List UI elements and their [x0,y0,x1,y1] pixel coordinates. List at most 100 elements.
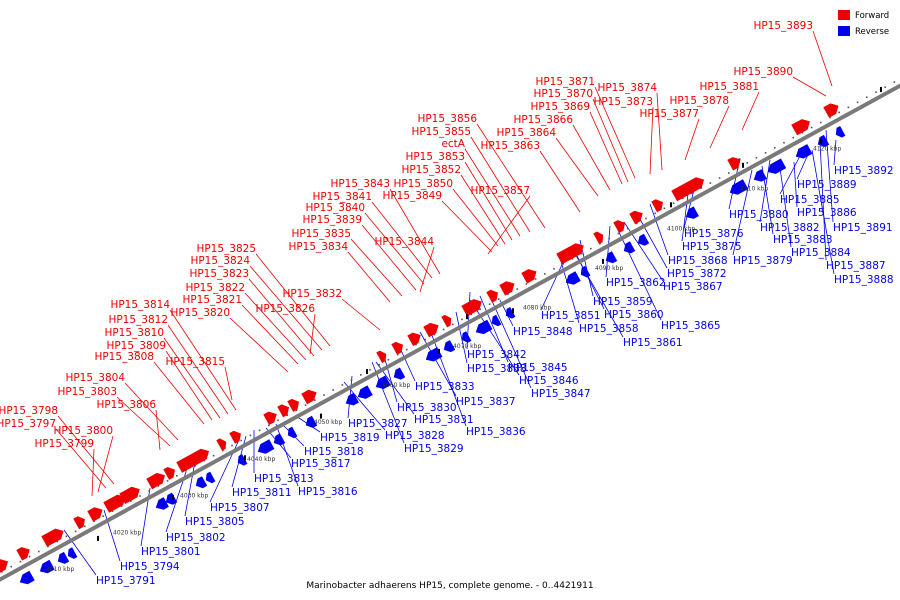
tick-label: 4070 kbp [453,343,481,350]
forward-leader [350,238,403,297]
minor-tick [56,540,58,543]
reverse-gene [835,126,846,138]
forward-gene [486,289,498,303]
minor-tick [544,273,546,275]
forward-leader [163,337,221,419]
minor-tick [102,515,104,517]
minor-tick [203,459,206,462]
pseudogene-mark [438,348,440,354]
forward-gene [87,507,103,522]
minor-tick [590,247,592,250]
reverse-gene-label: HP15_3833 [415,381,475,393]
reverse-gene-label: HP15_3845 [508,362,568,374]
reverse-leader [793,161,798,208]
minor-tick [829,116,831,119]
forward-gene-label: HP15_3878 [669,95,729,107]
reverse-gene-label: HP15_3876 [684,228,744,240]
reverse-gene-label: HP15_3847 [531,388,591,400]
pseudogene-mark [320,413,322,419]
forward-gene-label: HP15_3855 [411,126,471,138]
reverse-gene-label: HP15_3811 [232,487,292,499]
forward-gene-label: HP15_3820 [170,307,230,319]
reverse-gene-label: HP15_3880 [729,209,789,221]
forward-gene-label: HP15_3806 [96,399,156,411]
minor-tick [810,126,813,129]
tick-labels: 4010 kbp 4020 kbp 4030 kbp 4040 kbp 4050 kbp… [46,145,841,573]
reverse-leader [571,245,605,310]
reverse-gene-label: HP15_3858 [579,323,639,335]
forward-gene-label: HP15_3812 [108,314,168,326]
forward-gene-label: HP15_3832 [282,288,342,300]
minor-tick [387,358,390,361]
forward-gene [499,281,515,296]
minor-tick [820,121,822,124]
forward-gene [613,220,625,233]
minor-tick [185,469,187,472]
forward-gene-label: HP15_3870 [533,88,593,100]
forward-leader [155,409,161,451]
reverse-gene-label: HP15_3805 [185,516,245,528]
forward-gene [146,472,165,490]
forward-gene [423,322,439,338]
pseudogene-mark [366,369,368,375]
minor-tick [378,363,380,366]
reverse-gene-label: HP15_3791 [96,575,156,587]
minor-tick [783,141,785,144]
tick-label: 4020 kbp [113,529,141,536]
minor-tick [479,308,482,311]
forward-leader [709,105,730,149]
tick-label: 4100 kbp [667,225,695,232]
minor-tick [645,217,647,220]
forward-gene-label: HP15_3823 [189,268,249,280]
minor-tick [433,333,436,336]
forward-gene-label: HP15_3825 [196,243,256,255]
reverse-gene-label: HP15_3872 [667,268,727,280]
forward-leader [341,298,381,331]
forward-gene [301,389,317,405]
reverse-gene [155,497,169,510]
forward-gene [41,528,64,547]
gene-labels: HP15_3893HP15_3890HP15_3881HP15_3878HP15… [0,20,894,587]
minor-tick [249,434,252,437]
backbone-ticks [1,81,896,573]
reverse-leader [469,299,520,376]
minor-tick [507,293,509,295]
forward-gene-label: HP15_3797 [0,418,56,430]
reverse-leader [455,311,468,364]
reverse-gene-label: HP15_3807 [210,502,270,514]
reverse-gene [305,415,318,428]
reverse-gene-label: HP15_3861 [623,337,683,349]
reverse-gene-label: HP15_3817 [291,458,351,470]
forward-leader [55,428,107,489]
minor-tick [350,379,353,381]
forward-leader [441,200,493,253]
reverse-gene [237,454,248,466]
reverse-gene-label: HP15_3837 [456,396,516,408]
forward-gene-label: HP15_3815 [165,356,225,368]
minor-tick [323,394,325,396]
reverse-leader [635,211,668,269]
minor-tick [47,545,49,548]
forward-gene-label: HP15_3835 [291,228,351,240]
minor-tick [268,424,270,427]
reverse-gene-label: HP15_3794 [120,561,180,573]
minor-tick [332,389,334,391]
reverse-gene-label: HP15_3828 [385,430,445,442]
forward-gene [263,411,277,425]
forward-gene [671,177,704,202]
forward-leader [57,415,115,485]
forward-leader [248,278,315,357]
reverse-leader [573,251,624,338]
forward-gene [593,231,604,244]
reverse-leader [103,509,121,562]
pseudogene-mark [602,258,604,264]
forward-leader [229,317,289,373]
forward-leader [309,313,316,355]
minor-tick [774,146,776,149]
forward-gene-label: HP15_3849 [382,190,442,202]
pseudogene-mark [670,202,672,208]
pseudogene-mark [742,162,744,168]
tick-label: 4010 kbp [46,566,74,573]
reverse-gene-label: HP15_3875 [682,241,742,253]
reverse-gene-label: HP15_3886 [797,207,857,219]
